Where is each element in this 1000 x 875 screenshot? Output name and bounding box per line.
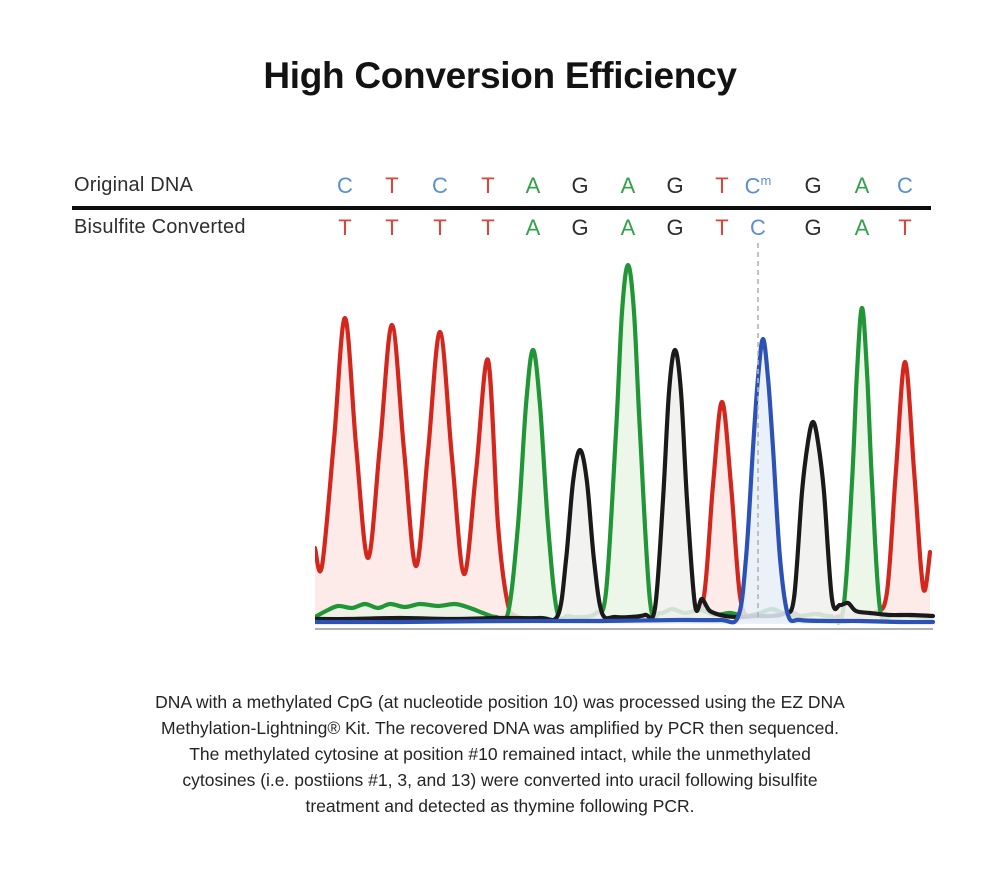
sequence-letter-T: T xyxy=(481,173,495,198)
sequence-letter-T: T xyxy=(898,215,912,240)
caption-line: DNA with a methylated CpG (at nucleotide… xyxy=(155,692,845,712)
sequence-letter-T: T xyxy=(481,215,495,240)
sequence-letter-G: G xyxy=(666,173,684,198)
adenine-green-trace-fill xyxy=(315,265,930,623)
guanine-black-trace-fill xyxy=(315,350,933,621)
sequence-letter-G: G xyxy=(804,173,822,198)
caption-line: treatment and detected as thymine follow… xyxy=(305,796,695,816)
sequence-letter-C: C xyxy=(432,173,448,198)
cytosine-blue-trace xyxy=(315,336,935,625)
original-dna-label: Original DNA xyxy=(74,174,194,196)
sequence-letter-C-methylated: Cm xyxy=(744,173,772,199)
caption-line: cytosines (i.e. postiions #1, 3, and 13)… xyxy=(182,770,818,790)
sequence-letter-A: A xyxy=(525,215,541,240)
sequence-letter-G: G xyxy=(666,215,684,240)
chromatogram-plot xyxy=(315,243,935,630)
thymine-red-trace-fill xyxy=(315,317,930,622)
sequence-letter-G: G xyxy=(571,215,589,240)
sequence-letter-A: A xyxy=(525,173,541,198)
sequence-letter-A: A xyxy=(854,215,870,240)
sequence-letter-G: G xyxy=(804,215,822,240)
sequence-letter-T: T xyxy=(338,215,352,240)
guanine-black-trace xyxy=(315,347,935,623)
bisulfite-converted-label: Bisulfite Converted xyxy=(74,216,246,238)
sequence-letter-A: A xyxy=(854,173,870,198)
sequence-letter-T: T xyxy=(385,173,399,198)
caption-line: The methylated cytosine at position #10 … xyxy=(189,744,811,764)
sequence-letter-T: T xyxy=(715,173,729,198)
page-title: High Conversion Efficiency xyxy=(263,55,737,96)
sequence-letter-C: C xyxy=(337,173,353,198)
original-dna-sequence: C T C T A G A G T Cm G A C xyxy=(0,173,1000,201)
sequence-letter-G: G xyxy=(571,173,589,198)
caption-line: Methylation-Lightning® Kit. The recovere… xyxy=(161,718,839,738)
sequence-letter-C: C xyxy=(750,215,766,240)
sequence-letter-A: A xyxy=(620,215,636,240)
figure-caption: DNA with a methylated CpG (at nucleotide… xyxy=(70,689,930,819)
sequence-letter-T: T xyxy=(433,215,447,240)
sequence-letter-T: T xyxy=(385,215,399,240)
adenine-green-trace xyxy=(315,262,933,625)
sequence-letter-A: A xyxy=(620,173,636,198)
sequence-letter-T: T xyxy=(715,215,729,240)
sequence-letter-C: C xyxy=(897,173,913,198)
alignment-divider xyxy=(72,206,931,210)
